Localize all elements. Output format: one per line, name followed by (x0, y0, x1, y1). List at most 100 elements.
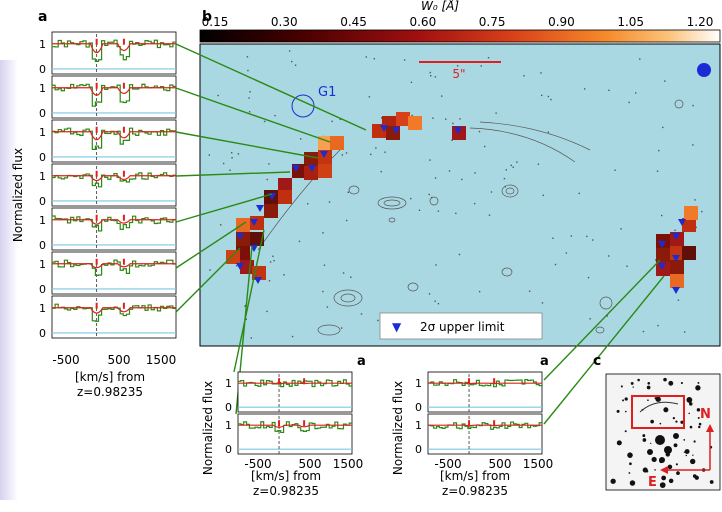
noise-speckle (694, 199, 696, 201)
noise-speckle (345, 152, 348, 154)
noise-speckle (347, 191, 349, 194)
upper-limit-marker (308, 165, 316, 172)
noise-speckle (410, 197, 412, 200)
noise-speckle (657, 324, 659, 327)
image-source (632, 386, 634, 388)
colorbar-ticks: 0.15 0.30 0.45 0.60 0.75 0.90 1.05 1.20 (202, 15, 714, 29)
noise-speckle (490, 191, 493, 193)
absorption-tile (682, 218, 696, 232)
image-source (616, 409, 620, 413)
noise-speckle (248, 111, 251, 113)
noise-speckle (505, 169, 508, 171)
ytick-0: 0 (39, 107, 46, 120)
upper-limit-marker (256, 205, 264, 212)
model-fit (52, 263, 176, 269)
noise-speckle (537, 163, 540, 165)
noise-speckle (377, 319, 379, 322)
bottom1-xlabel-line1: [km/s] from (251, 469, 321, 483)
image-source (668, 478, 674, 484)
noise-speckle (434, 177, 437, 179)
noise-speckle (209, 269, 211, 271)
image-source (642, 434, 646, 438)
beam-marker (697, 63, 711, 77)
noise-speckle (322, 232, 324, 234)
upper-limit-markers (236, 125, 686, 294)
bottom2-xlabel-line2: z=0.98235 (442, 484, 508, 498)
noise-speckle (554, 263, 557, 266)
upper-limit-marker (658, 263, 666, 270)
image-source (689, 458, 696, 465)
colorbar-tick: 0.75 (479, 15, 506, 29)
noise-speckle (247, 69, 249, 72)
image-source (698, 425, 701, 429)
image-source (689, 402, 693, 406)
upper-limit-marker (254, 277, 262, 284)
image-source (696, 408, 701, 412)
bottom2-ylabel: Normalized flux (391, 381, 405, 475)
image-source (630, 381, 634, 385)
absorption-tile (682, 246, 696, 260)
spectrum-axes (427, 371, 543, 413)
noise-speckle (307, 203, 309, 205)
ytick-0: 0 (39, 239, 46, 252)
absorption-tile (670, 274, 684, 288)
spectrum-axes (51, 119, 177, 163)
noise-speckle (474, 172, 476, 174)
noise-speckle (274, 114, 276, 117)
absorption-tile (656, 248, 670, 262)
noise-speckle (692, 144, 694, 146)
noise-speckle (692, 104, 694, 107)
noise-speckle (473, 202, 476, 205)
noise-speckle (268, 163, 270, 165)
noise-speckle (504, 186, 507, 188)
bottom2-xaxis: -500 500 1500 (434, 457, 553, 471)
noise-speckle (375, 147, 377, 149)
ytick-0: 0 (225, 443, 232, 456)
flux-spectrum (237, 379, 352, 388)
noise-speckle (342, 272, 345, 274)
image-source (616, 440, 622, 446)
noise-speckle (701, 210, 703, 213)
noise-speckle (237, 153, 240, 155)
spectrum-frame: 10 (415, 413, 543, 456)
noise-speckle (328, 201, 331, 203)
noise-speckle (662, 126, 664, 129)
panel-label-a-bottom2: a (540, 354, 549, 369)
noise-speckle (483, 145, 486, 148)
scale-bar-label: 5" (452, 67, 465, 81)
absorption-tile (408, 116, 422, 130)
noise-speckle (220, 224, 222, 226)
noise-speckle (547, 131, 550, 133)
noise-speckle (322, 290, 324, 293)
image-source (647, 399, 649, 401)
noise-speckle (458, 253, 461, 256)
noise-speckle (583, 88, 586, 90)
upper-limit-marker (236, 233, 244, 240)
colorbar-tick: 1.05 (617, 15, 644, 29)
noise-speckle (674, 229, 676, 231)
absorption-tile (226, 250, 240, 264)
noise-speckle (592, 239, 594, 241)
image-source (680, 381, 683, 385)
connector-line (543, 275, 665, 425)
spectrum-frame: 10 (39, 75, 177, 120)
noise-speckle (541, 94, 543, 97)
absorption-tile (684, 206, 698, 220)
image-source (673, 443, 678, 448)
noise-speckle (695, 226, 697, 229)
noise-speckle (547, 95, 550, 98)
absorption-tile (304, 152, 318, 166)
connector-line (175, 171, 291, 177)
model-fit (52, 43, 176, 54)
noise-speckle (677, 299, 680, 301)
spectrum-frame: 10 (39, 207, 177, 252)
east-arrowhead (660, 466, 668, 474)
image-source (661, 475, 667, 481)
absorption-tile (330, 136, 344, 150)
noise-speckle (587, 276, 590, 279)
ytick-1: 1 (39, 82, 46, 95)
image-source (683, 439, 686, 441)
noise-speckle (440, 95, 443, 97)
bright-source (655, 435, 665, 445)
noise-speckle (639, 58, 641, 60)
